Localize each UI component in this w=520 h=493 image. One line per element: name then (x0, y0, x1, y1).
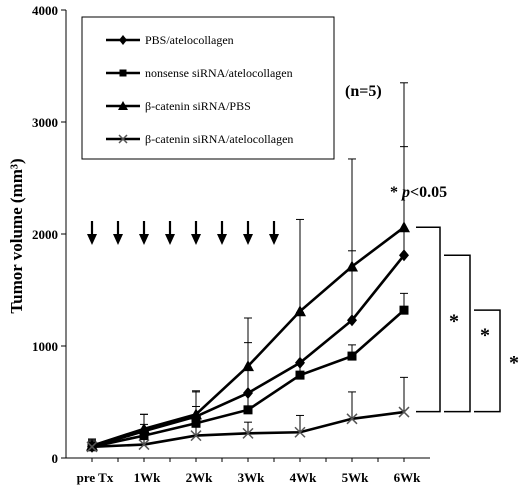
arrow-head (191, 234, 201, 245)
data-point (118, 101, 128, 110)
bracket-star: * (449, 311, 459, 333)
treatment-arrows (87, 221, 279, 245)
arrow-head (113, 234, 123, 245)
data-point (138, 422, 150, 434)
legend-entry-4: β-catenin siRNA/atelocollagen (106, 132, 293, 146)
y-tick-label: 4000 (32, 3, 58, 18)
data-point (242, 360, 254, 372)
data-point (295, 356, 305, 369)
data-point (398, 221, 410, 233)
x-tick-label: 2Wk (186, 470, 214, 485)
bracket-line (444, 254, 471, 413)
legend-entry-3: β-catenin siRNA/PBS (106, 99, 251, 113)
error-bar (296, 218, 304, 312)
data-point (138, 439, 150, 451)
y-tick-label: 0 (52, 451, 59, 466)
treatment-arrow (87, 221, 97, 245)
error-bar (296, 414, 304, 433)
x-tick-label: pre Tx (77, 470, 114, 485)
data-point (399, 305, 409, 315)
significance-bracket-2: * (444, 254, 490, 413)
treatment-arrow (217, 221, 227, 245)
data-point (294, 305, 306, 317)
x-tick-label: 6Wk (394, 470, 422, 485)
significance-brackets: * * * (416, 226, 519, 413)
arrow-head (217, 234, 227, 245)
data-point (242, 427, 254, 439)
treatment-arrow (165, 221, 175, 245)
data-point (346, 260, 358, 272)
legend-entry-2: nonsense siRNA/atelocollagen (106, 66, 293, 80)
legend-entry-1: PBS/atelocollagen (106, 33, 234, 47)
n-annotation: (n=5) (345, 83, 382, 100)
series-markers (86, 221, 410, 453)
error-bar (400, 82, 408, 228)
treatment-arrow (243, 221, 253, 245)
x-tick-label: 3Wk (238, 470, 266, 485)
data-point (118, 134, 128, 144)
y-axis-label: Tumor volume (mm³) (7, 158, 26, 313)
data-point (86, 441, 98, 453)
legend-label: nonsense siRNA/atelocollagen (145, 66, 293, 80)
treatment-arrow (269, 221, 279, 245)
y-tick-label: 2000 (32, 227, 58, 242)
x-axis-ticks: pre Tx 1Wk 2Wk 3Wk 4Wk 5Wk 6Wk (77, 458, 422, 485)
data-point (347, 351, 357, 361)
data-point (190, 430, 202, 442)
data-point (191, 418, 201, 428)
data-point (346, 413, 358, 425)
treatment-arrow (113, 221, 123, 245)
arrow-head (139, 234, 149, 245)
bracket-star: * (480, 325, 490, 347)
p-value-threshold: <0.05 (410, 184, 447, 201)
treatment-arrow (191, 221, 201, 245)
error-bar (348, 158, 356, 267)
y-tick-label: 1000 (32, 339, 58, 354)
treatment-arrow (139, 221, 149, 245)
data-point (294, 426, 306, 438)
p-value-annotation: * p<0.05 (390, 184, 447, 201)
data-point (139, 431, 149, 441)
bracket-star: * (509, 352, 519, 374)
arrow-head (243, 234, 253, 245)
series-markers-3 (86, 221, 410, 451)
legend: PBS/atelocollagen nonsense siRNA/atelocol… (81, 16, 335, 160)
x-tick-label: 1Wk (134, 470, 162, 485)
error-bar (348, 391, 356, 419)
data-point (119, 69, 127, 77)
legend-label: PBS/atelocollagen (145, 33, 234, 47)
significance-bracket-3: * (474, 309, 519, 413)
arrow-head (165, 234, 175, 245)
p-value-star: * (390, 184, 402, 201)
bracket-line (474, 309, 501, 413)
arrow-head (269, 234, 279, 245)
legend-label: β-catenin siRNA/atelocollagen (145, 132, 293, 146)
data-point (119, 35, 127, 45)
data-point (347, 314, 357, 327)
legend-label: β-catenin siRNA/PBS (145, 99, 251, 113)
x-tick-label: 5Wk (342, 470, 370, 485)
p-value-p: p (400, 184, 410, 201)
error-bar (244, 317, 252, 367)
x-tick-label: 4Wk (290, 470, 318, 485)
bracket-line (416, 226, 441, 413)
error-bar (244, 421, 252, 434)
significance-bracket-1: * (416, 226, 459, 413)
data-point (190, 408, 202, 420)
y-tick-label: 3000 (32, 115, 58, 130)
data-point (399, 249, 409, 262)
data-point (295, 370, 305, 380)
data-point (86, 439, 98, 451)
error-bar (400, 376, 408, 413)
error-bar (296, 311, 304, 363)
data-point (398, 406, 410, 418)
series-markers-4 (86, 406, 410, 453)
data-point (243, 405, 253, 415)
arrow-head (87, 234, 97, 245)
y-axis-ticks: 0 1000 2000 3000 4000 (32, 3, 66, 466)
data-point (243, 387, 253, 400)
